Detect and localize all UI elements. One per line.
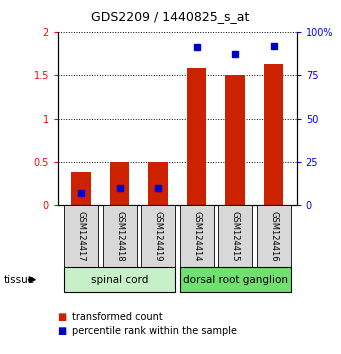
Text: transformed count: transformed count (72, 312, 162, 322)
Bar (103, 205, 136, 267)
Bar (180, 205, 213, 267)
Text: GSM124418: GSM124418 (115, 211, 124, 262)
Text: GSM124414: GSM124414 (192, 211, 201, 262)
Text: spinal cord: spinal cord (91, 275, 148, 285)
Text: GSM124417: GSM124417 (77, 211, 86, 262)
Text: percentile rank within the sample: percentile rank within the sample (72, 326, 237, 336)
Bar (187, 68, 206, 205)
Bar (64, 267, 175, 292)
Text: GSM124419: GSM124419 (153, 211, 163, 262)
Bar (218, 205, 252, 267)
Bar (72, 172, 91, 205)
Bar (180, 267, 291, 292)
Text: GSM124416: GSM124416 (269, 211, 278, 262)
Bar (257, 205, 291, 267)
Text: GDS2209 / 1440825_s_at: GDS2209 / 1440825_s_at (91, 10, 250, 23)
Text: ■: ■ (57, 326, 66, 336)
Bar (141, 205, 175, 267)
Text: dorsal root ganglion: dorsal root ganglion (182, 275, 287, 285)
Bar (264, 64, 283, 205)
Text: tissue: tissue (3, 275, 34, 285)
Text: GSM124415: GSM124415 (231, 211, 240, 262)
Bar (64, 205, 98, 267)
Bar (148, 162, 168, 205)
Bar (225, 75, 245, 205)
Text: ■: ■ (57, 312, 66, 322)
Bar (110, 162, 129, 205)
